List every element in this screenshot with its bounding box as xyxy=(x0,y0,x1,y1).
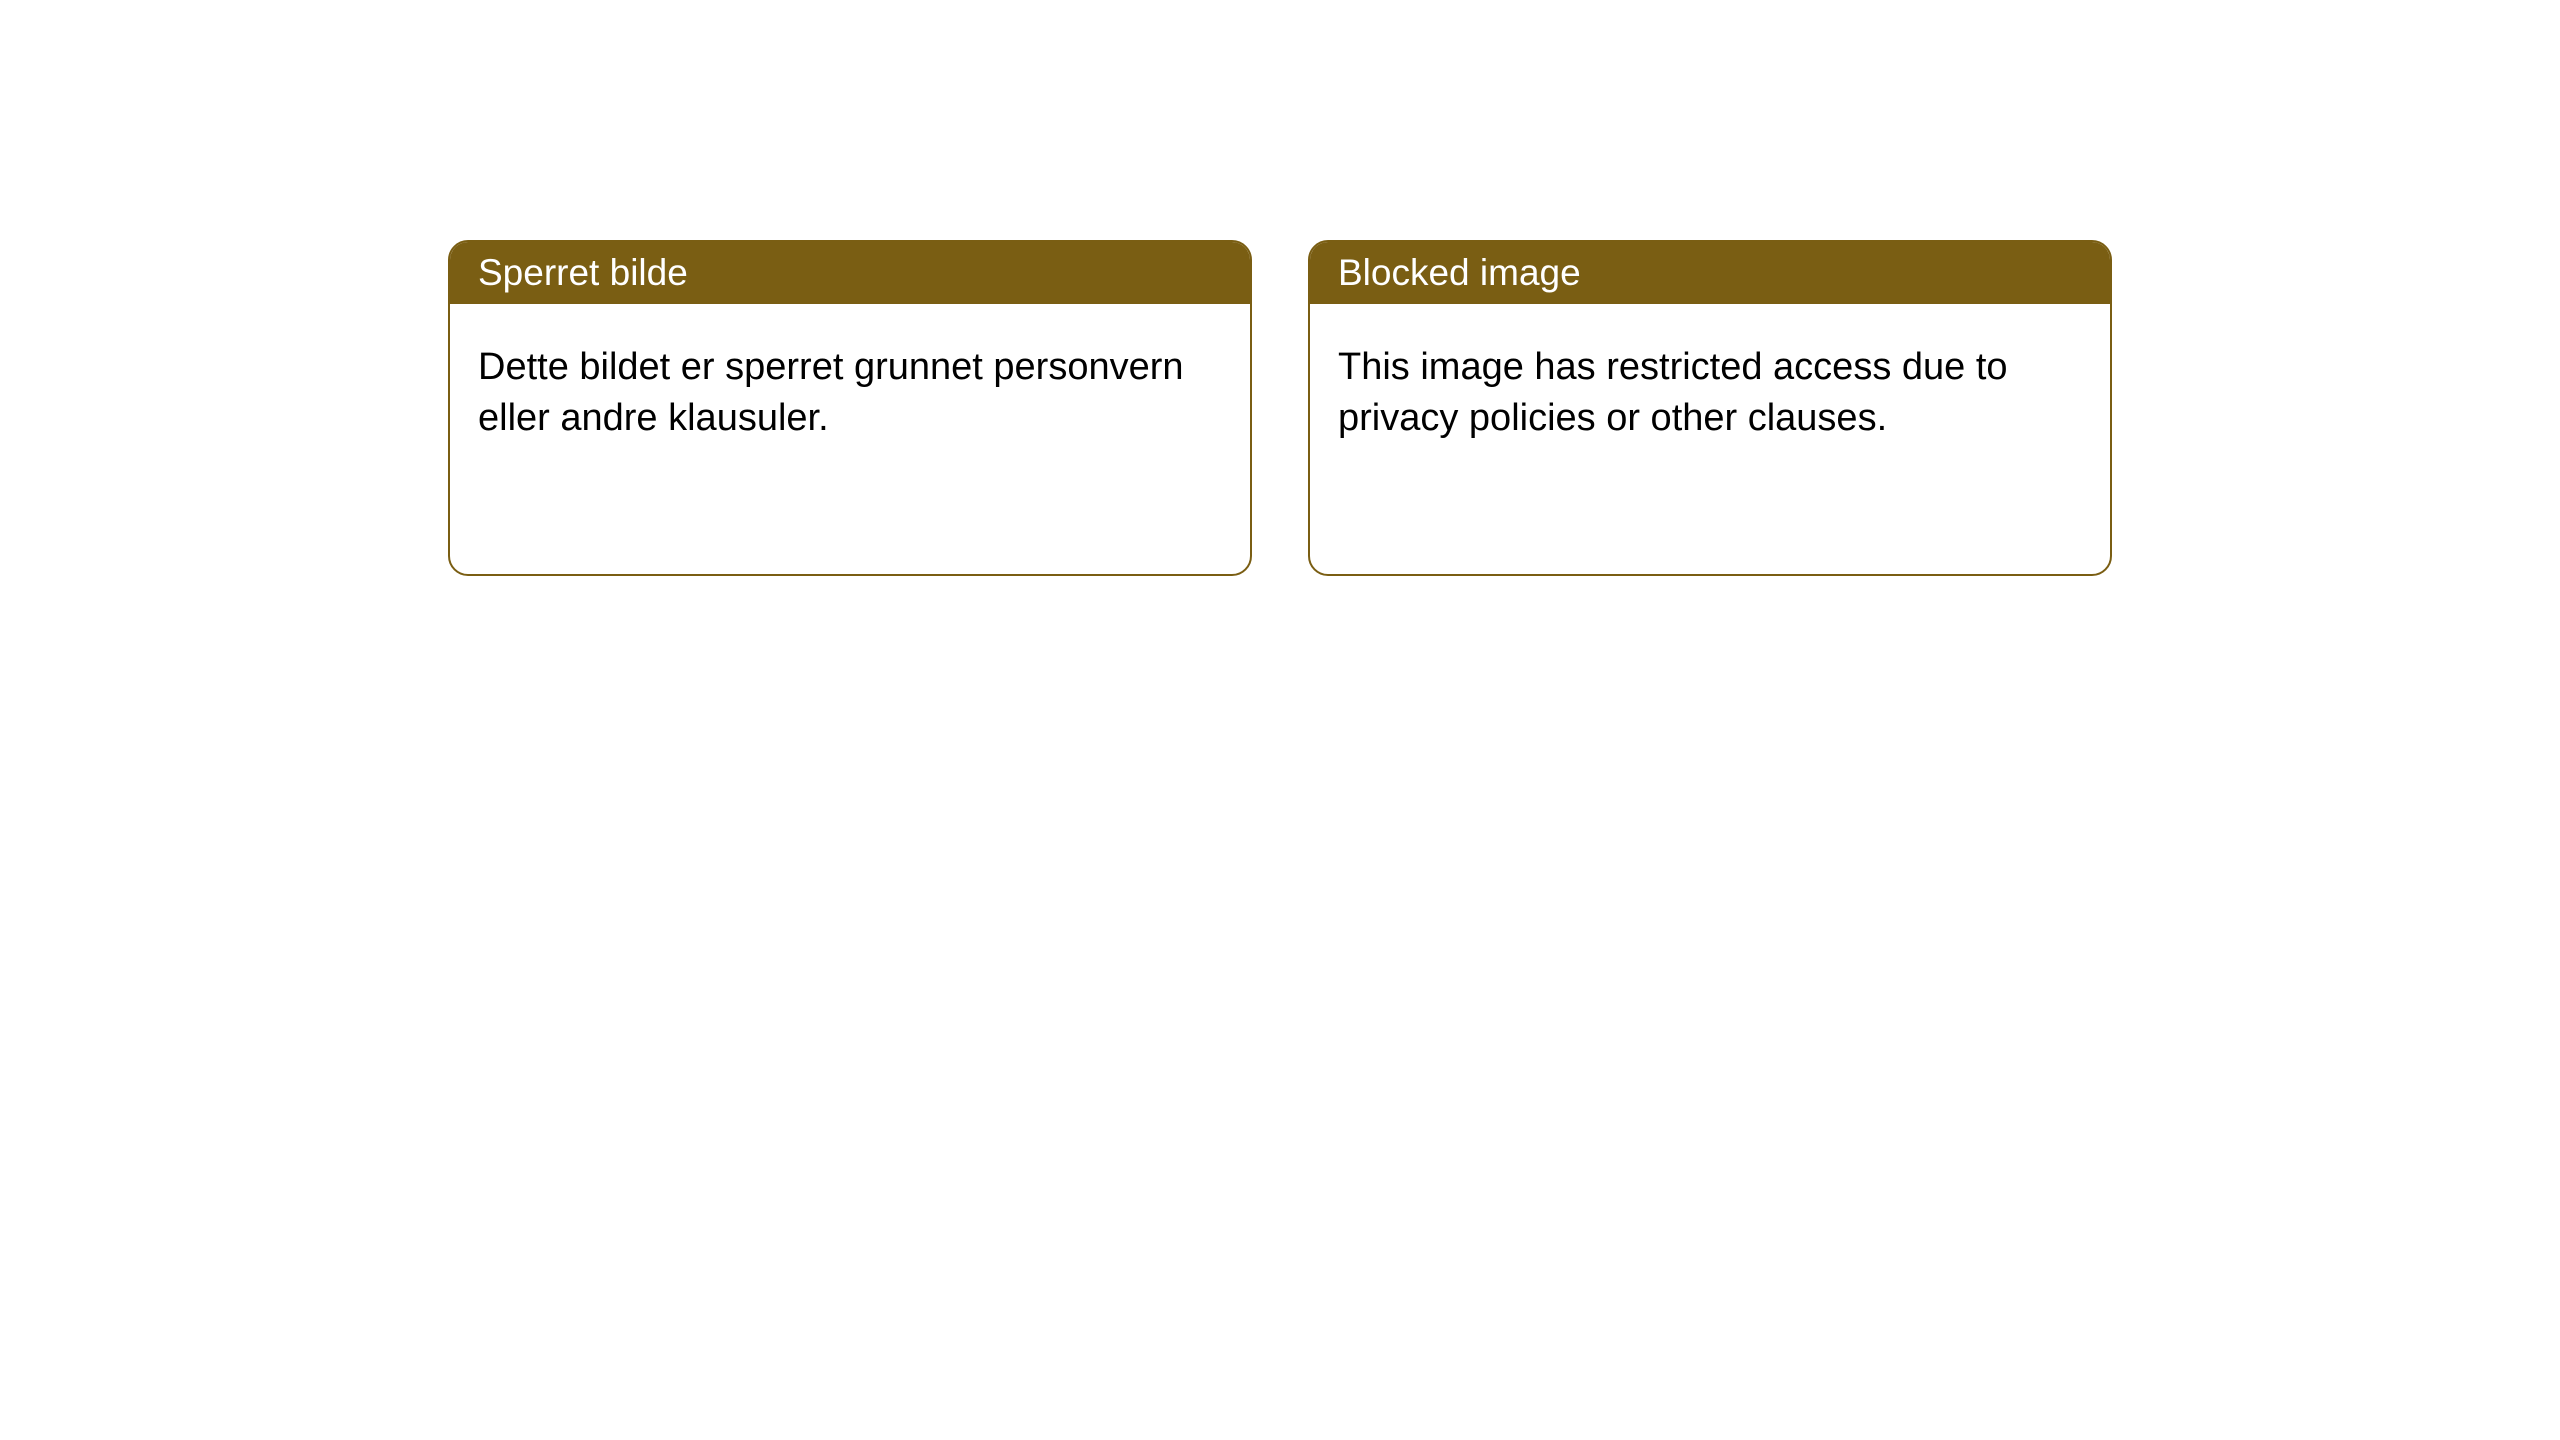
notice-card-english: Blocked image This image has restricted … xyxy=(1308,240,2112,576)
card-title: Sperret bilde xyxy=(450,242,1250,304)
card-body: This image has restricted access due to … xyxy=(1310,304,2110,483)
notice-card-norwegian: Sperret bilde Dette bildet er sperret gr… xyxy=(448,240,1252,576)
card-title: Blocked image xyxy=(1310,242,2110,304)
notice-cards-container: Sperret bilde Dette bildet er sperret gr… xyxy=(0,0,2560,576)
card-body: Dette bildet er sperret grunnet personve… xyxy=(450,304,1250,483)
